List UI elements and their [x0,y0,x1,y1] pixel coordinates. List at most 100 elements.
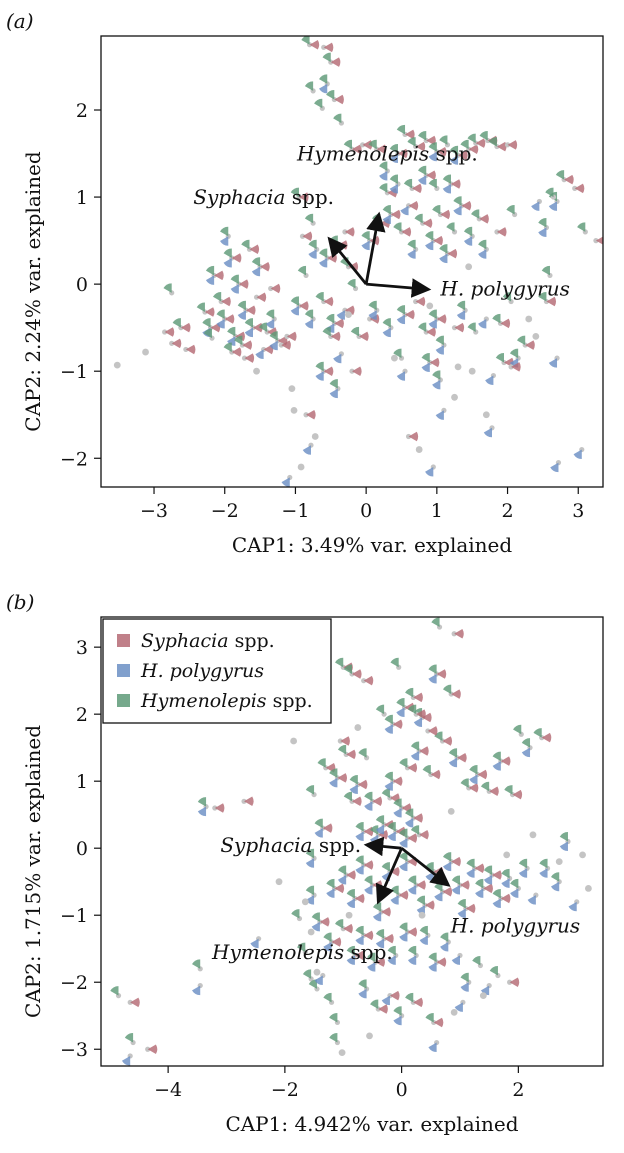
data-point [422,764,441,780]
syphacia-wedge [231,347,242,357]
hymenolepis-wedge [258,322,268,333]
hymenolepis-wedge [370,999,379,1010]
hymenolepis-wedge [387,945,396,956]
syphacia-wedge [363,860,374,870]
hpolygyrus-wedge [453,205,462,216]
data-point [517,335,535,350]
hymenolepis-wedge [384,714,393,725]
hymenolepis-wedge [521,738,531,748]
syphacia-wedge [244,796,254,807]
data-point [301,36,320,50]
hymenolepis-wedge [375,815,385,825]
hpolygyrus-wedge [304,318,314,329]
data-point [573,446,585,460]
empty-point-dot [418,911,426,919]
data-point [321,42,334,53]
data-point [336,305,355,320]
data-point [343,139,362,154]
data-point [281,474,293,487]
hymenolepis-wedge [456,300,466,311]
hymenolepis-wedge [405,808,414,819]
hymenolepis-wedge [302,969,312,979]
syphacia-wedge [408,201,419,211]
syphacia-wedge [541,732,552,743]
y-tick-label: 1 [76,187,88,209]
syphacia-wedge [309,39,320,50]
hpolygyrus-wedge [384,781,393,791]
hymenolepis-wedge [460,972,469,983]
hpolygyrus-wedge [220,236,229,246]
hymenolepis-wedge [329,1012,338,1023]
syphacia-wedge [461,201,472,211]
data-point [382,204,401,224]
hymenolepis-wedge [488,137,497,147]
hymenolepis-wedge [393,798,402,808]
point-centre [145,1046,151,1052]
data-point [548,355,560,368]
hymenolepis-wedge [323,992,332,1003]
data-point [533,728,552,743]
data-point [426,302,434,310]
hymenolepis-wedge [431,617,440,628]
hpolygyrus-wedge [346,898,355,908]
syphacia-wedge [419,830,429,840]
panel-label: (a) [6,9,34,33]
data-point [414,213,433,228]
syphacia-wedge [270,283,281,294]
data-point [142,348,149,356]
hpolygyrus-wedge [432,379,441,390]
hymenolepis-wedge [326,313,335,324]
empty-point-dot [297,463,305,471]
hymenolepis-wedge [550,872,560,882]
data-point [403,178,422,194]
hymenolepis-wedge [513,724,522,735]
syphacia-wedge [253,322,263,333]
hymenolepis-wedge [453,196,462,206]
hpolygyrus-wedge [527,895,536,905]
empty-point-dot [415,446,423,453]
hpolygyrus-wedge [314,975,323,986]
data-point [399,758,417,773]
empty-point-dot [366,1032,373,1040]
data-point [203,328,215,341]
data-point [559,832,571,851]
hpolygyrus-wedge [197,806,207,817]
data-point [492,888,511,908]
data-point [410,825,429,840]
hymenolepis-wedge [389,144,398,154]
empty-point-dot [447,807,455,815]
data-point [451,629,464,639]
hymenolepis-wedge [212,292,222,302]
syphacia-wedge [363,930,374,941]
hymenolepis-wedge [403,178,413,189]
hpolygyrus-wedge [326,888,335,898]
hpolygyrus-wedge [435,345,444,355]
syphacia-wedge [214,803,225,813]
syphacia-wedge [330,57,341,67]
empty-point-dot [503,851,511,859]
data-point [387,945,399,965]
data-point [368,139,387,154]
hymenolepis-wedge [322,326,331,337]
syphacia-wedge [346,749,356,760]
hpolygyrus-wedge [548,358,558,368]
empty-point-dot [290,737,298,745]
point-centre [360,142,366,148]
hymenolepis-wedge [317,758,326,768]
data-point [349,366,362,376]
hpolygyrus-wedge [559,841,568,851]
data-point [346,945,365,965]
data-point [425,464,436,477]
hymenolepis-wedge [314,98,323,109]
hpolygyrus-wedge [434,891,443,902]
data-point [550,872,562,892]
hymenolepis-wedge [405,992,414,1003]
hymenolepis-wedge [390,885,399,896]
hpolygyrus-wedge [355,864,364,875]
empty-point-dot [313,968,321,976]
y-tick-label: −1 [60,361,88,383]
hpolygyrus-wedge [329,777,338,788]
hymenolepis-wedge [489,966,498,976]
data-point [418,322,436,337]
syphacia-wedge [426,170,436,181]
